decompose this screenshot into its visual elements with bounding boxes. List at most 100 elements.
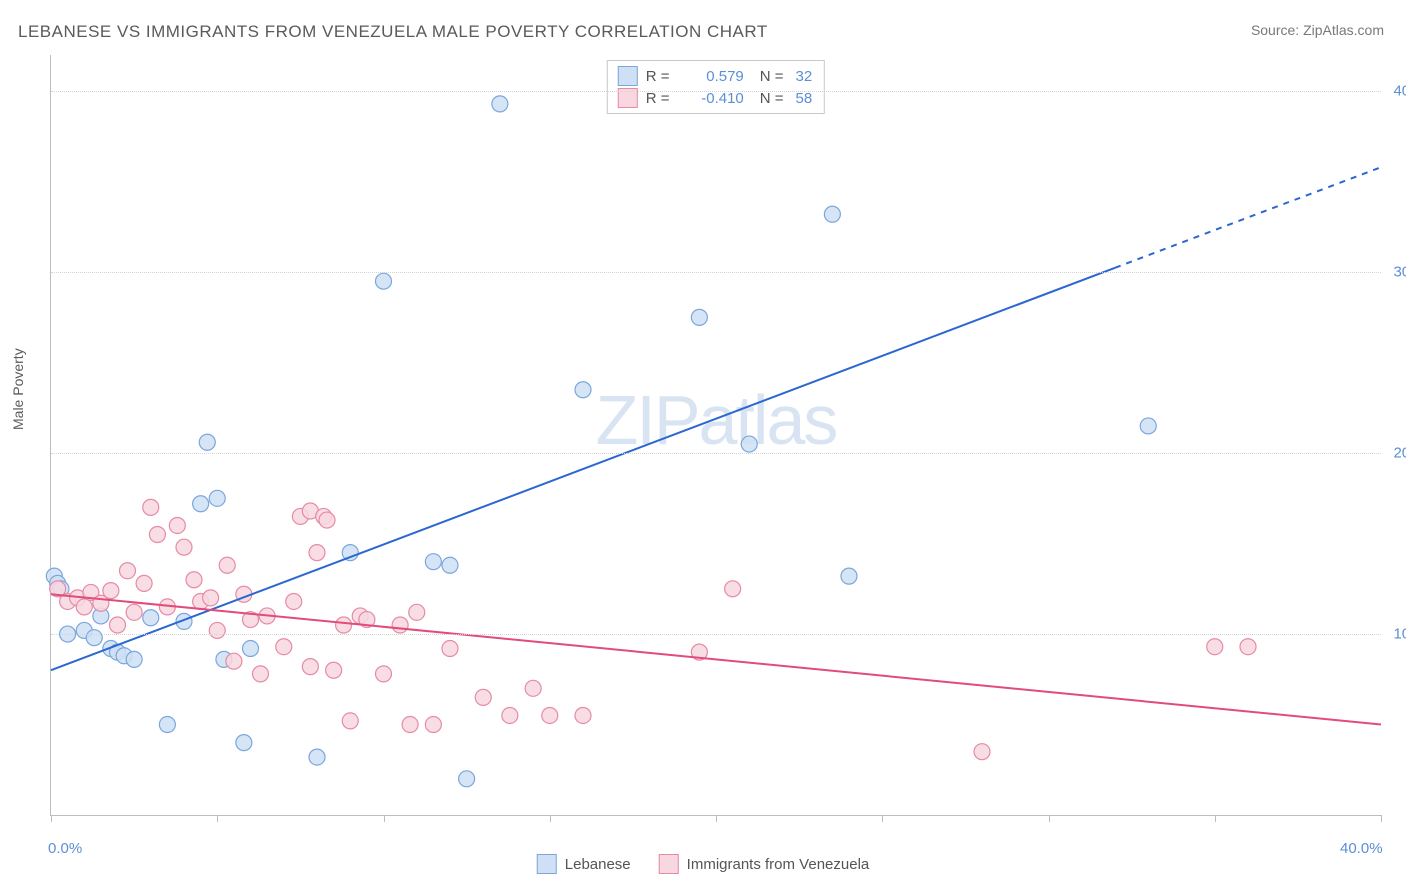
y-tick-label: 10.0%: [1393, 626, 1406, 643]
data-point: [425, 717, 441, 733]
legend-series-item: Immigrants from Venezuela: [659, 854, 870, 874]
data-point: [691, 309, 707, 325]
data-point: [741, 436, 757, 452]
trend-line-extrapolated: [1115, 167, 1381, 268]
data-point: [226, 653, 242, 669]
data-point: [1207, 639, 1223, 655]
data-point: [841, 568, 857, 584]
data-point: [575, 707, 591, 723]
data-point: [442, 641, 458, 657]
legend-correlation-box: R =0.579N =32R =-0.410N =58: [607, 60, 825, 114]
legend-stat-row: R = 0.579 N = 32: [618, 65, 812, 87]
data-point: [219, 557, 235, 573]
gridline-h: [51, 453, 1381, 454]
x-tick: [1215, 815, 1216, 822]
data-point: [136, 575, 152, 591]
data-point: [236, 735, 252, 751]
data-point: [186, 572, 202, 588]
y-tick-label: 40.0%: [1393, 83, 1406, 100]
data-point: [542, 707, 558, 723]
trend-line: [51, 594, 1381, 724]
n-label: N =: [760, 68, 784, 85]
data-point: [199, 434, 215, 450]
legend-series: Lebanese Immigrants from Venezuela: [537, 854, 869, 874]
data-point: [103, 583, 119, 599]
legend-swatch: [659, 854, 679, 874]
data-point: [143, 499, 159, 515]
data-point: [193, 496, 209, 512]
data-point: [276, 639, 292, 655]
data-point: [126, 651, 142, 667]
legend-series-label: Lebanese: [565, 856, 631, 873]
source-attribution: Source: ZipAtlas.com: [1251, 22, 1384, 38]
data-point: [376, 666, 392, 682]
data-point: [76, 599, 92, 615]
legend-swatch: [537, 854, 557, 874]
data-point: [119, 563, 135, 579]
data-point: [475, 689, 491, 705]
y-tick-label: 30.0%: [1393, 264, 1406, 281]
data-point: [336, 617, 352, 633]
x-tick: [1381, 815, 1382, 822]
x-axis-min-label: 0.0%: [48, 840, 82, 857]
data-point: [243, 641, 259, 657]
data-point: [209, 490, 225, 506]
data-point: [252, 666, 268, 682]
data-point: [169, 517, 185, 533]
y-tick-label: 20.0%: [1393, 445, 1406, 462]
data-point: [86, 630, 102, 646]
x-axis-max-label: 40.0%: [1340, 840, 1383, 857]
data-point: [402, 717, 418, 733]
data-point: [1240, 639, 1256, 655]
data-point: [525, 680, 541, 696]
gridline-h: [51, 91, 1381, 92]
r-label: R =: [646, 68, 676, 85]
chart-plot-area: ZIPatlas R =0.579N =32R =-0.410N =58 10.…: [50, 55, 1381, 816]
data-point: [302, 659, 318, 675]
data-point: [425, 554, 441, 570]
data-point: [319, 512, 335, 528]
data-point: [309, 749, 325, 765]
data-point: [149, 527, 165, 543]
x-tick: [384, 815, 385, 822]
x-tick: [716, 815, 717, 822]
legend-series-label: Immigrants from Venezuela: [687, 856, 870, 873]
gridline-h: [51, 272, 1381, 273]
x-tick: [51, 815, 52, 822]
n-value: 32: [796, 68, 813, 85]
data-point: [286, 593, 302, 609]
data-point: [824, 206, 840, 222]
data-point: [492, 96, 508, 112]
data-point: [326, 662, 342, 678]
data-point: [159, 717, 175, 733]
gridline-h: [51, 634, 1381, 635]
chart-title: LEBANESE VS IMMIGRANTS FROM VENEZUELA MA…: [18, 22, 768, 42]
data-point: [392, 617, 408, 633]
data-point: [203, 590, 219, 606]
data-point: [1140, 418, 1156, 434]
data-point: [176, 539, 192, 555]
data-point: [376, 273, 392, 289]
data-point: [459, 771, 475, 787]
data-point: [442, 557, 458, 573]
x-tick: [550, 815, 551, 822]
x-tick: [882, 815, 883, 822]
data-point: [209, 622, 225, 638]
data-point: [143, 610, 159, 626]
data-point: [309, 545, 325, 561]
data-point: [725, 581, 741, 597]
legend-series-item: Lebanese: [537, 854, 631, 874]
x-tick: [1049, 815, 1050, 822]
data-point: [974, 744, 990, 760]
data-point: [409, 604, 425, 620]
data-point: [502, 707, 518, 723]
scatter-svg: [51, 55, 1381, 815]
legend-swatch: [618, 66, 638, 86]
data-point: [575, 382, 591, 398]
r-value: 0.579: [684, 68, 744, 85]
data-point: [342, 713, 358, 729]
y-axis-label: Male Poverty: [10, 348, 26, 430]
data-point: [110, 617, 126, 633]
x-tick: [217, 815, 218, 822]
data-point: [126, 604, 142, 620]
